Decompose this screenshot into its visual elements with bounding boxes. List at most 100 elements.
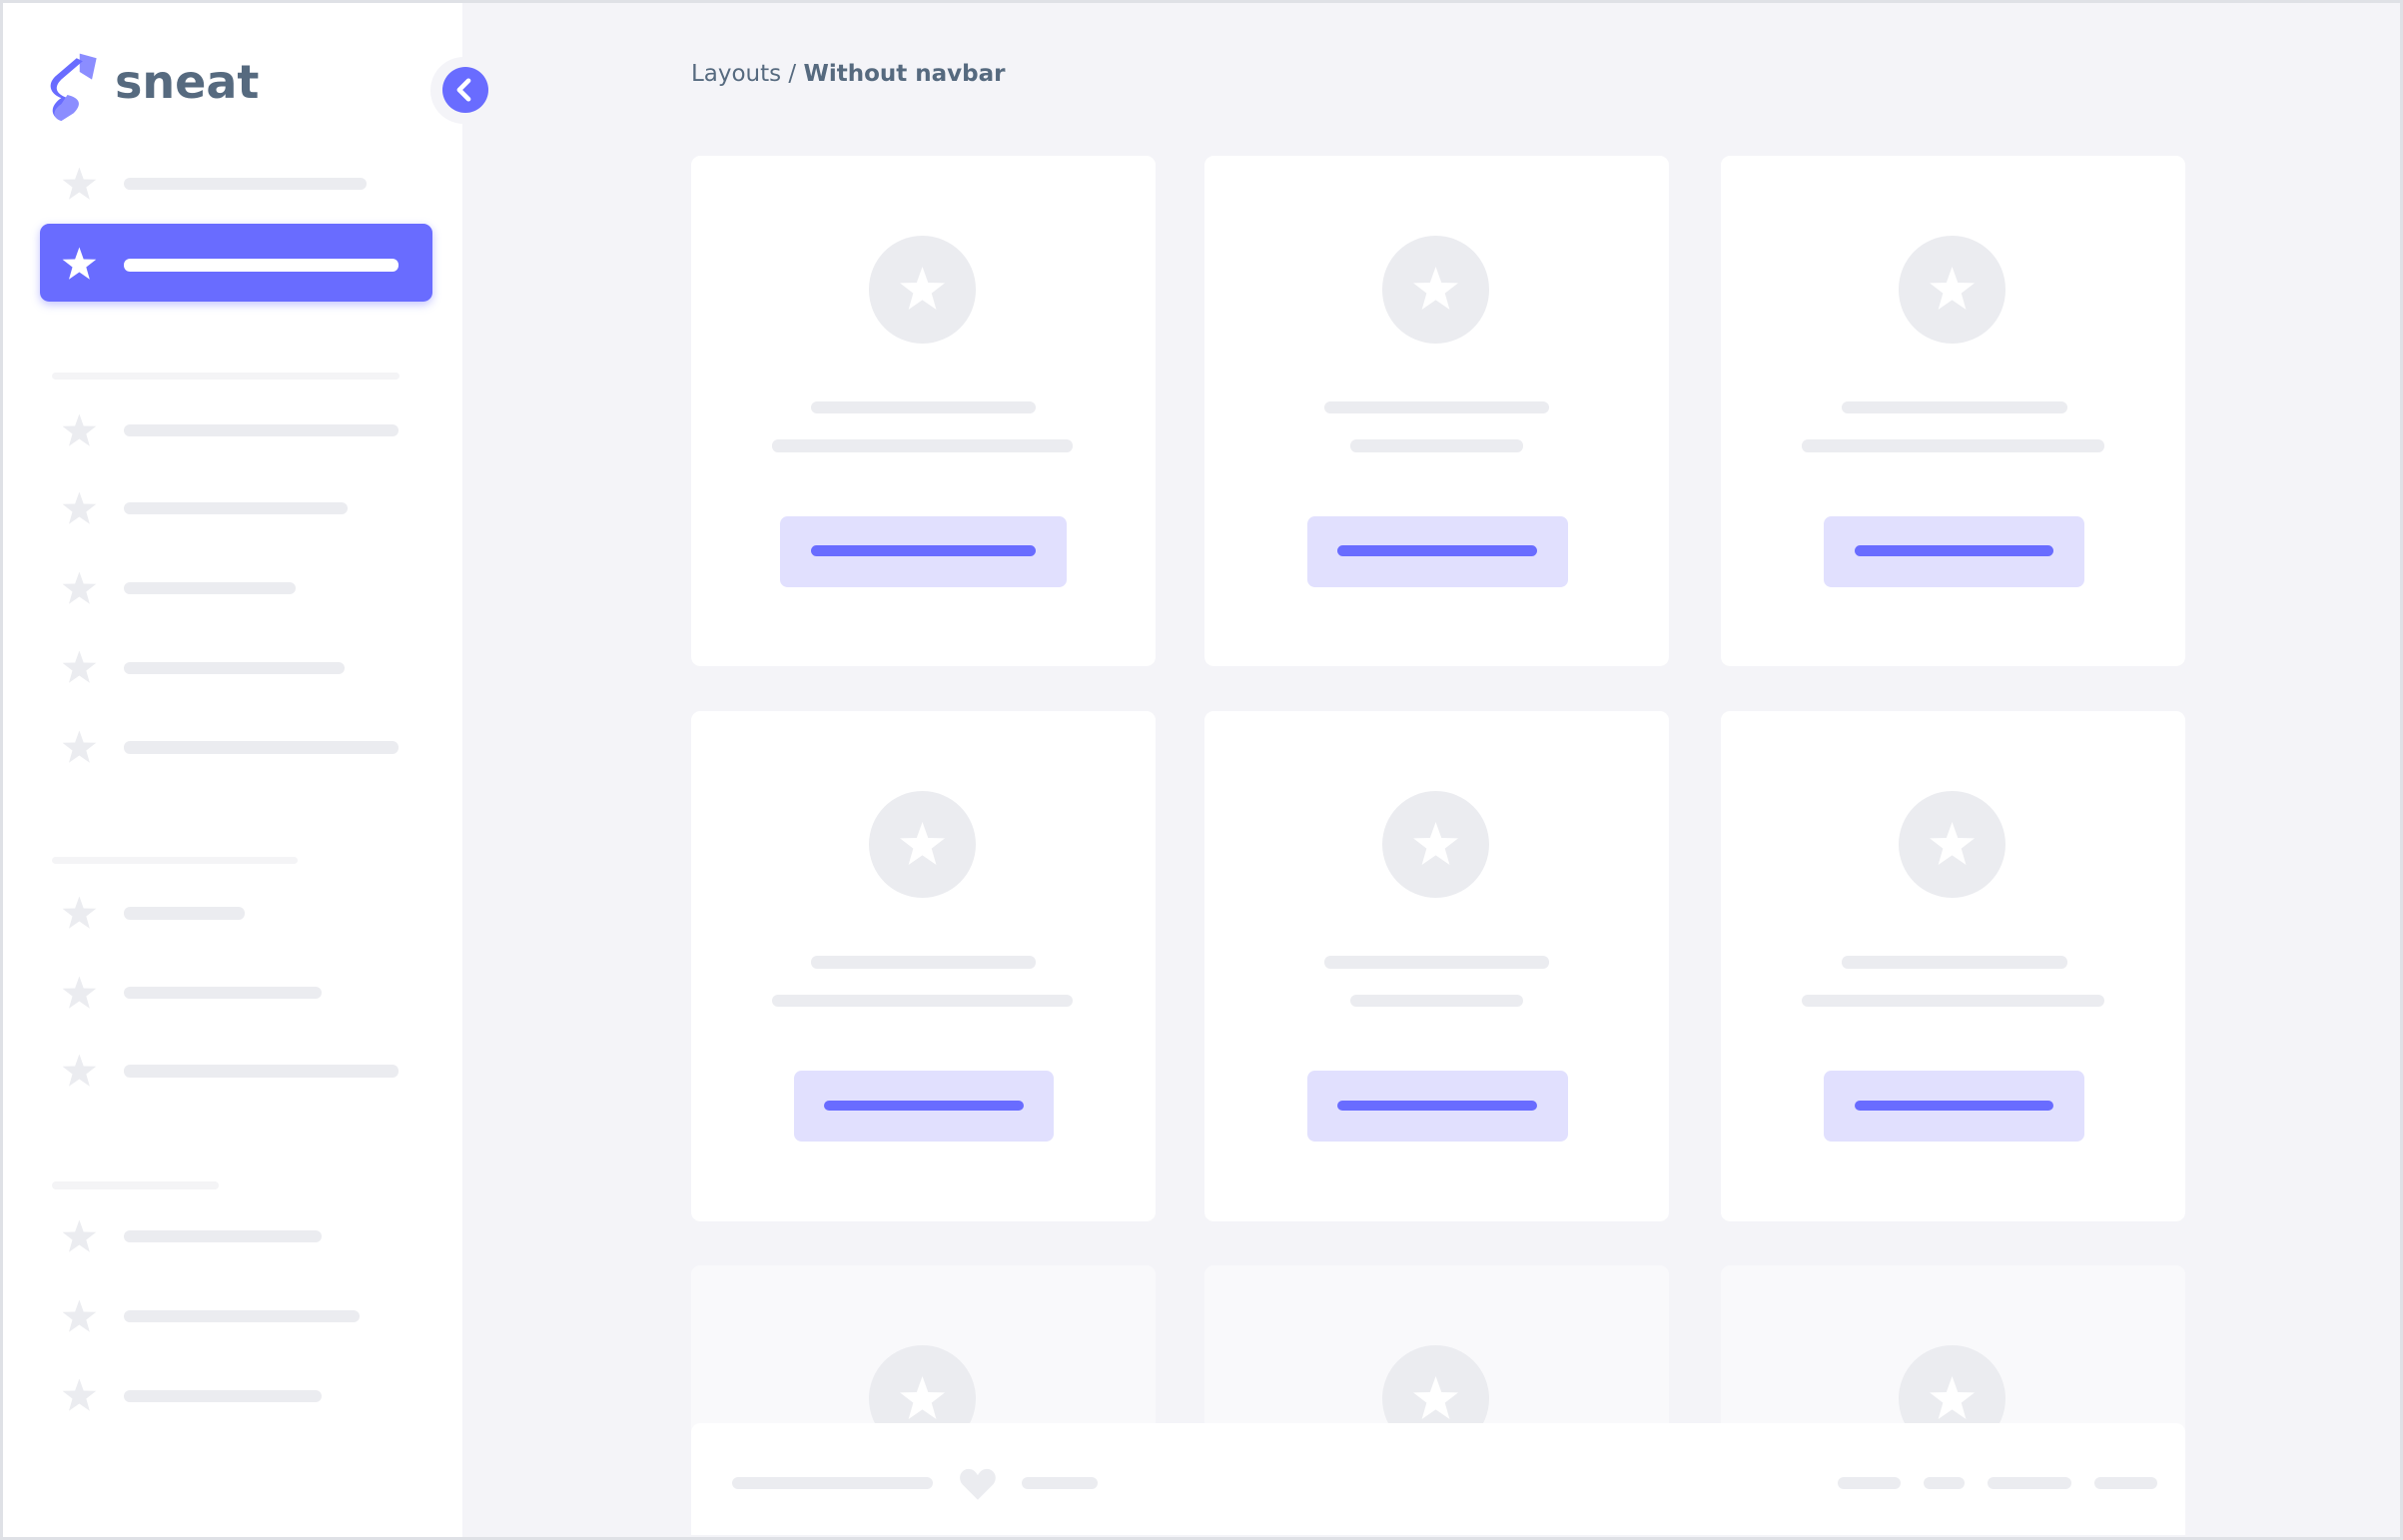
sidebar-item-label <box>124 177 367 191</box>
menu-section-divider <box>52 372 400 381</box>
star-icon <box>62 571 97 604</box>
card-action-button[interactable] <box>1823 515 2084 587</box>
sidebar-item-label <box>124 581 297 595</box>
card-action-button[interactable] <box>1823 1071 2084 1143</box>
button-label-placeholder <box>1337 545 1537 556</box>
sidebar-item-label <box>124 259 399 272</box>
card-title-placeholder <box>810 956 1037 969</box>
footer-link[interactable] <box>1923 1477 1966 1490</box>
star-icon <box>62 247 97 280</box>
button-label-placeholder <box>1854 1100 2054 1112</box>
star-icon <box>62 896 97 929</box>
card-avatar <box>868 236 977 344</box>
sidebar-item[interactable] <box>49 567 416 610</box>
card-avatar <box>1381 236 1490 344</box>
card <box>1721 156 2186 667</box>
star-icon <box>900 821 946 865</box>
star-icon <box>62 1378 97 1412</box>
sidebar-item-label <box>124 1229 323 1243</box>
card-title-placeholder <box>1842 956 2067 969</box>
card-text-placeholder <box>1349 994 1524 1008</box>
card <box>1204 156 1669 667</box>
card-text-placeholder <box>1802 994 2104 1008</box>
star-icon <box>1413 1376 1459 1420</box>
button-label-placeholder <box>1854 545 2054 556</box>
footer-author-placeholder <box>1022 1477 1098 1490</box>
breadcrumb: Layouts / Without navbar <box>691 61 1006 87</box>
footer-link[interactable] <box>2094 1477 2158 1490</box>
sidebar-item[interactable] <box>49 487 416 530</box>
sidebar-item[interactable] <box>49 1215 416 1258</box>
sidebar-item[interactable] <box>49 892 416 935</box>
sneat-logo-icon <box>46 49 101 123</box>
star-icon <box>62 491 97 524</box>
star-icon <box>900 267 946 311</box>
footer-link[interactable] <box>1988 1477 2072 1490</box>
sidebar-item-label <box>124 1389 323 1402</box>
sidebar-item-label <box>124 502 349 515</box>
sidebar-item-active[interactable] <box>39 224 432 303</box>
footer-link[interactable] <box>1837 1477 1901 1490</box>
card-text-placeholder <box>772 994 1073 1008</box>
card-title-placeholder <box>1323 956 1550 969</box>
sidebar-item[interactable] <box>49 972 416 1015</box>
sidebar-item[interactable] <box>49 646 416 689</box>
star-icon <box>1930 267 1976 311</box>
card-title-placeholder <box>1323 400 1550 414</box>
card-action-button[interactable] <box>1306 515 1568 587</box>
breadcrumb-separator: / <box>781 61 804 88</box>
sidebar-item-label <box>124 907 246 920</box>
star-icon <box>62 651 97 684</box>
star-icon <box>62 730 97 764</box>
card-avatar <box>1381 790 1490 899</box>
card-avatar <box>1899 790 2006 899</box>
star-icon <box>62 167 97 200</box>
card-avatar <box>1899 236 2006 344</box>
star-icon <box>62 1299 97 1332</box>
sidebar-item-label <box>124 1309 361 1323</box>
heart-icon <box>960 1469 996 1501</box>
menu-section-divider <box>52 856 298 865</box>
card-title-placeholder <box>1842 400 2067 414</box>
card <box>1204 710 1669 1221</box>
sidebar-item[interactable] <box>49 163 416 206</box>
sidebar-item-label <box>124 986 323 1000</box>
star-icon <box>62 413 97 446</box>
breadcrumb-current: Without navbar <box>803 61 1006 88</box>
breadcrumb-parent[interactable]: Layouts <box>690 61 782 88</box>
sidebar-item[interactable] <box>49 1295 416 1338</box>
card <box>690 710 1156 1221</box>
card-text-placeholder <box>772 439 1073 452</box>
sidebar-item-label <box>124 1065 399 1078</box>
sidebar: sneat <box>3 3 463 1537</box>
card-text-placeholder <box>1802 439 2104 452</box>
sidebar-item[interactable] <box>49 1050 416 1093</box>
card <box>1721 710 2186 1221</box>
star-icon <box>1930 821 1976 865</box>
collapse-sidebar-button[interactable] <box>442 67 489 114</box>
sidebar-item[interactable] <box>49 1374 416 1417</box>
chevron-left-icon <box>456 78 471 102</box>
footer-copyright-placeholder <box>732 1477 934 1490</box>
button-label-placeholder <box>824 1100 1024 1112</box>
brand-name: sneat <box>115 55 260 110</box>
star-icon <box>62 1054 97 1087</box>
star-icon <box>1413 267 1459 311</box>
button-label-placeholder <box>1337 1100 1537 1112</box>
sidebar-item[interactable] <box>49 409 416 452</box>
sidebar-item-label <box>124 423 399 437</box>
card-action-button[interactable] <box>793 1071 1055 1143</box>
star-icon <box>1930 1376 1976 1420</box>
star-icon <box>62 976 97 1009</box>
card-avatar <box>868 790 977 899</box>
sidebar-item-label <box>124 741 399 754</box>
button-label-placeholder <box>810 545 1037 556</box>
card-action-button[interactable] <box>1306 1071 1568 1143</box>
sidebar-item[interactable] <box>49 726 416 769</box>
footer <box>690 1423 2185 1536</box>
menu-section-divider <box>52 1181 220 1189</box>
card-action-button[interactable] <box>779 515 1067 587</box>
card-title-placeholder <box>810 400 1037 414</box>
star-icon <box>900 1376 946 1420</box>
